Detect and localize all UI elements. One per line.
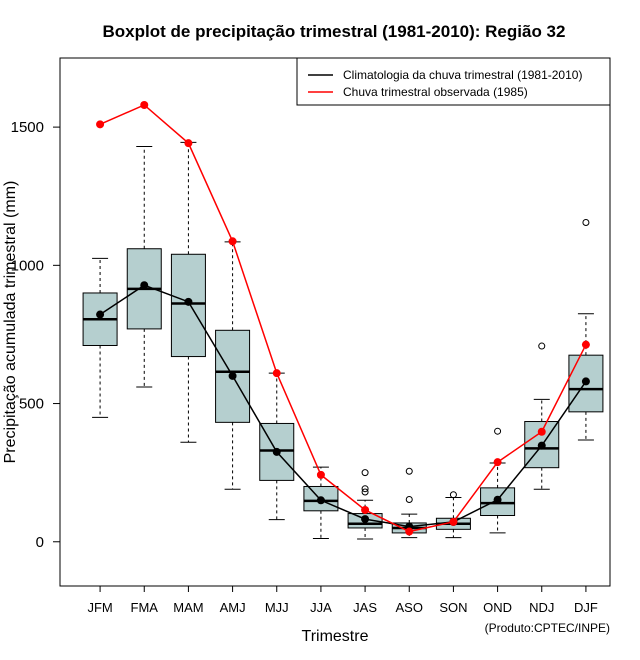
climatology-point xyxy=(140,281,149,290)
box-MAM xyxy=(170,141,206,443)
outlier-point xyxy=(405,467,413,475)
climatology-line xyxy=(99,284,587,528)
x-tick-label: NDJ xyxy=(529,600,554,615)
outlier-point xyxy=(361,485,369,493)
outlier-point xyxy=(494,427,502,435)
observed-point xyxy=(449,517,458,526)
outlier-point xyxy=(582,218,590,226)
climatology-point xyxy=(581,377,590,386)
outlier-point xyxy=(361,488,369,496)
climatology-point xyxy=(361,515,370,524)
box-NDJ xyxy=(524,342,560,490)
x-tick-label: OND xyxy=(483,600,512,615)
y-axis: 0 500 1000 1500 xyxy=(11,119,60,551)
climatology-point xyxy=(272,447,281,456)
box-FMA xyxy=(126,145,162,388)
boxes-layer xyxy=(82,141,604,540)
x-tick-label: JFM xyxy=(87,600,112,615)
outlier-point xyxy=(405,495,413,503)
x-tick-label: DJF xyxy=(574,600,598,615)
observed-point xyxy=(272,369,281,378)
box-SON xyxy=(435,491,471,539)
x-tick-label: FMA xyxy=(131,600,159,615)
y-tick-label: 0 xyxy=(36,534,44,551)
box-OND xyxy=(480,427,516,534)
legend-box xyxy=(296,57,611,106)
x-tick-label: JJA xyxy=(310,600,332,615)
y-tick-label: 1500 xyxy=(11,119,44,136)
x-tick-label: MAM xyxy=(173,600,203,615)
box-JFM xyxy=(82,257,118,418)
observed-point xyxy=(405,527,414,536)
box-DJF xyxy=(568,218,604,441)
climatology-point xyxy=(96,310,105,319)
x-tick-label: AMJ xyxy=(220,600,246,615)
legend: Climatologia da chuva trimestral (1981-2… xyxy=(296,57,611,106)
observed-point xyxy=(493,458,502,467)
climatology-point xyxy=(228,371,237,380)
climatology-point xyxy=(537,441,546,450)
observed-point xyxy=(228,237,237,246)
chart-title: Boxplot de precipitação trimestral (1981… xyxy=(103,22,566,41)
box-MJJ xyxy=(259,372,295,521)
outlier-point xyxy=(449,491,457,499)
y-tick-label: 500 xyxy=(19,396,44,413)
x-tick-label: MJJ xyxy=(265,600,289,615)
legend-climatology: Climatologia da chuva trimestral (1981-2… xyxy=(343,68,582,82)
x-tick-label: ASO xyxy=(396,600,423,615)
observed-point xyxy=(184,139,193,148)
observed-point xyxy=(361,505,370,514)
observed-point xyxy=(140,100,149,109)
y-tick-label: 1000 xyxy=(11,257,44,274)
x-tick-label: SON xyxy=(439,600,467,615)
x-axis: JFM FMA MAM AMJ MJJ JJA JAS ASO SON OND NDJ DJF xyxy=(87,586,598,615)
observed-point xyxy=(96,120,105,129)
outlier-point xyxy=(361,469,369,477)
credit-text: (Produto:CPTEC/INPE) xyxy=(485,621,610,635)
observed-point xyxy=(316,470,325,479)
series-layer xyxy=(96,100,590,536)
outlier-point xyxy=(538,342,546,350)
observed-point xyxy=(537,427,546,436)
legend-observed: Chuva trimestral observada (1985) xyxy=(343,85,528,99)
box-JAS xyxy=(347,469,383,540)
climatology-point xyxy=(184,297,193,306)
observed-point xyxy=(581,340,590,349)
x-axis-label: Trimestre xyxy=(302,628,369,645)
observed-line xyxy=(99,104,587,533)
climatology-point xyxy=(316,496,325,505)
x-tick-label: JAS xyxy=(353,600,377,615)
y-axis-label: Precipitação acumulada trimestral (mm) xyxy=(2,181,19,464)
climatology-point xyxy=(493,495,502,504)
